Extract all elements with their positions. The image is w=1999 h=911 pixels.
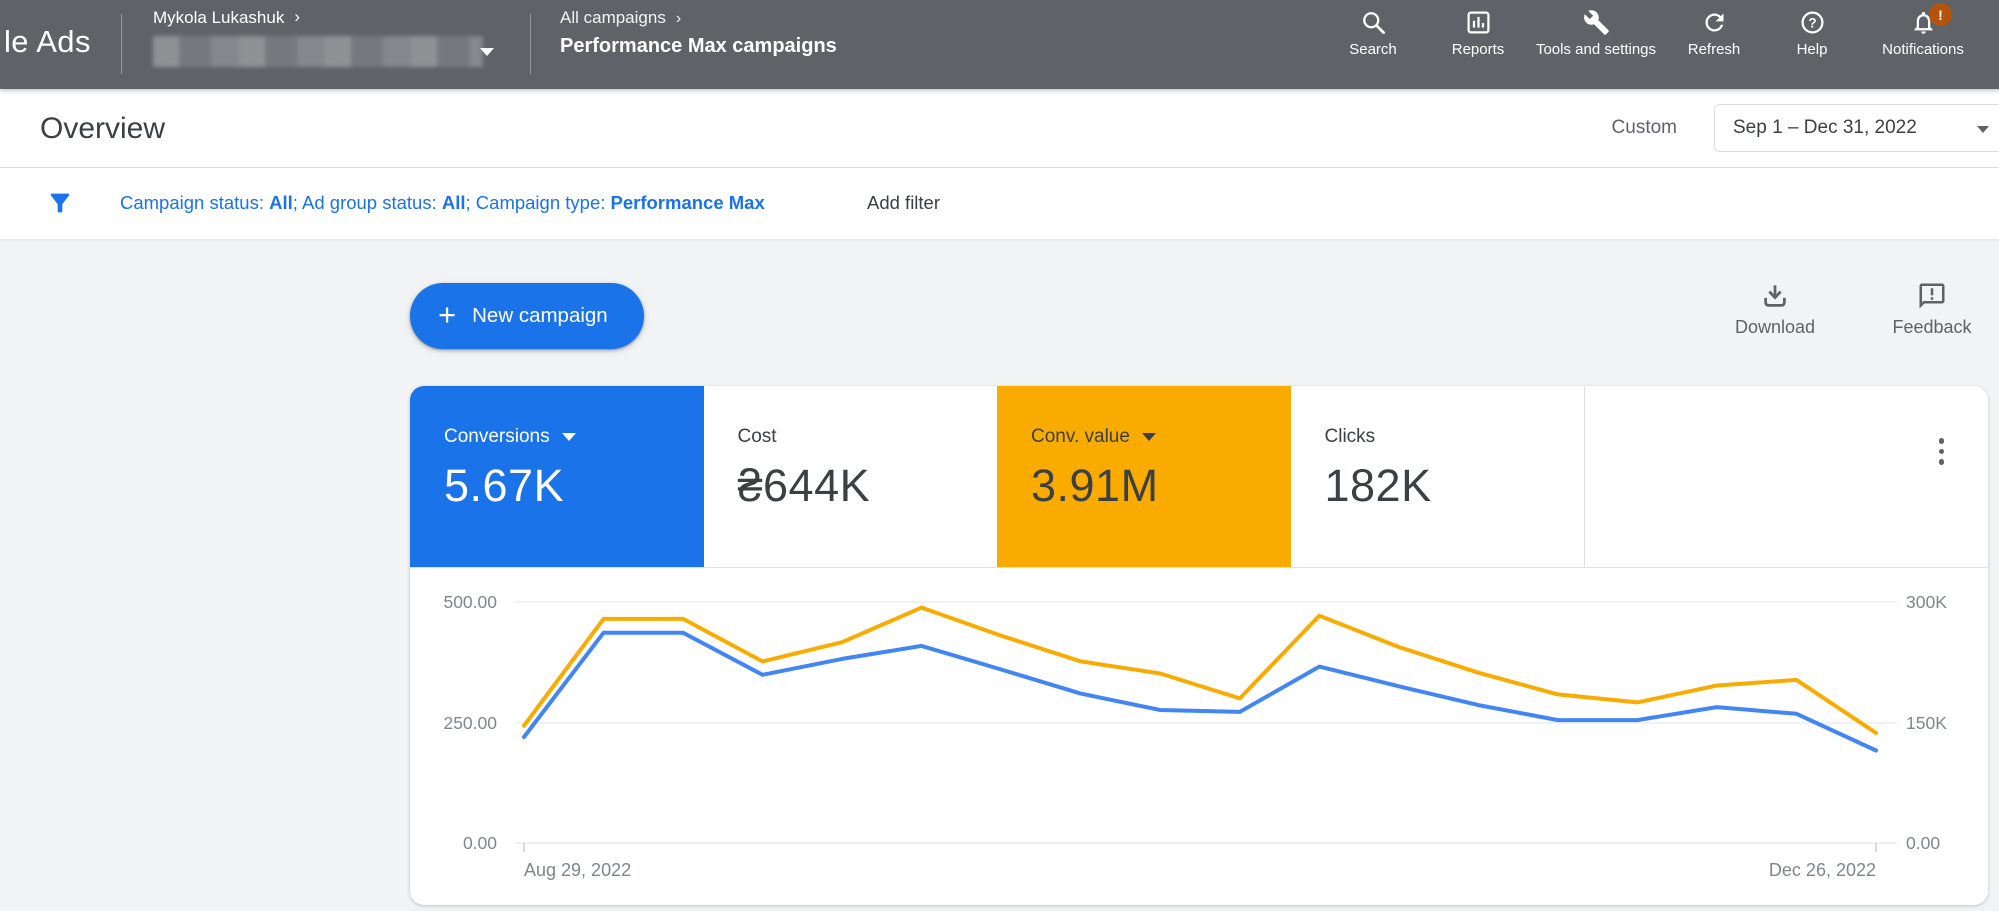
nav-label: Help [1796, 41, 1828, 58]
overview-chart-panel: Conversions 5.67K Cost ₴644K Conv. value… [410, 386, 1988, 905]
chevron-down-icon [480, 48, 494, 56]
filter-bar: Campaign status: All; Ad group status: A… [0, 168, 1999, 240]
chevron-down-icon [1141, 433, 1156, 441]
reports-icon [1466, 11, 1490, 34]
notification-badge: ! [1929, 3, 1952, 26]
right-axis-tick: 150K [1906, 713, 1947, 733]
breadcrumb-parent[interactable]: All campaigns [560, 8, 666, 27]
scorecard-label: Conversions [444, 426, 550, 447]
scorecard-value: 182K [1324, 460, 1432, 511]
scorecard-row: Conversions 5.67K Cost ₴644K Conv. value… [410, 386, 1988, 568]
applied-filters-summary[interactable]: Campaign status: All; Ad group status: A… [120, 192, 765, 214]
right-axis-tick: 300K [1906, 592, 1947, 612]
help-icon: ? [1800, 11, 1824, 34]
filter-segment: ; Campaign type: [465, 192, 611, 213]
feedback-icon [1919, 283, 1945, 309]
nav-reports[interactable]: Reports [1412, 9, 1544, 58]
date-range-picker[interactable]: Sep 1 – Dec 31, 2022 [1714, 104, 1999, 152]
svg-text:?: ? [1808, 15, 1816, 30]
chevron-right-icon: › [675, 10, 682, 27]
manager-account-name: Mykola Lukashuk [153, 8, 285, 27]
account-id-redacted [153, 36, 483, 67]
timeseries-chart: 500.00 250.00 0.00 300K 150K 0.00 Aug 29… [443, 592, 1947, 880]
series-line-conversions [522, 630, 1878, 753]
nav-notifications[interactable]: Notifications ! [1857, 3, 1989, 58]
nav-label: Refresh [1687, 41, 1741, 58]
plus-icon: + [438, 296, 457, 332]
chart-gridlines [515, 601, 1897, 852]
feedback-label: Feedback [1892, 317, 1972, 337]
nav-help[interactable]: ? Help [1746, 9, 1878, 58]
wrench-icon [1583, 10, 1609, 35]
search-icon [1362, 12, 1385, 34]
filter-segment-bold: All [441, 192, 466, 213]
scorecard-label: Cost [737, 426, 777, 447]
scorecard-label: Conv. value [1031, 426, 1130, 447]
card-divider [1584, 386, 1585, 568]
nav-refresh[interactable]: Refresh [1648, 9, 1780, 58]
scorecard-value: 5.67K [444, 460, 565, 511]
panel-overflow-menu-button[interactable] [1935, 434, 1949, 469]
download-label: Download [1734, 317, 1816, 337]
right-axis-tick: 0.00 [1906, 833, 1940, 853]
scorecard-conv-value[interactable]: Conv. value 3.91M [997, 386, 1291, 567]
nav-label: Reports [1451, 41, 1505, 58]
scorecard-cost[interactable]: Cost ₴644K [703, 386, 997, 567]
page-header: Overview Custom Sep 1 – Dec 31, 2022 [0, 89, 1999, 168]
scorecard-value: ₴644K [737, 460, 871, 511]
nav-label: Notifications [1882, 41, 1964, 58]
topbar-divider [121, 14, 122, 74]
chevron-down-icon [561, 433, 576, 441]
filter-segment-bold: All [269, 192, 293, 213]
chevron-down-icon [1977, 126, 1989, 133]
date-mode-label: Custom [1611, 117, 1677, 138]
google-ads-logo[interactable]: le Ads [4, 24, 91, 59]
refresh-icon [1705, 13, 1723, 32]
topbar-divider [530, 14, 531, 74]
left-axis-tick: 250.00 [443, 713, 497, 733]
breadcrumb[interactable]: All campaigns › Performance Max campaigns [560, 8, 837, 58]
x-axis-label-end: Dec 26, 2022 [1769, 860, 1876, 880]
filter-segment: Campaign status: [120, 192, 270, 213]
left-axis-tick: 500.00 [443, 592, 497, 612]
scorecard-label: Clicks [1324, 426, 1376, 447]
download-icon [1764, 285, 1786, 307]
left-axis-tick: 0.00 [463, 833, 497, 853]
top-app-bar: le Ads Mykola Lukashuk › All campaigns › P… [0, 0, 1999, 89]
bell-icon [1914, 11, 1932, 34]
x-axis-label-start: Aug 29, 2022 [524, 860, 631, 880]
filter-segment: ; Ad group status: [292, 192, 442, 213]
series-line-conv-value [522, 605, 1878, 735]
scorecard-conversions[interactable]: Conversions 5.67K [410, 386, 704, 567]
chevron-right-icon: › [294, 7, 301, 26]
feedback-button[interactable]: Feedback [1862, 281, 1999, 357]
nav-search[interactable]: Search [1307, 9, 1439, 58]
date-range-value: Sep 1 – Dec 31, 2022 [1733, 117, 1917, 138]
new-campaign-label: New campaign [472, 304, 608, 327]
add-filter-button[interactable]: Add filter [867, 192, 941, 213]
account-selector[interactable]: Mykola Lukashuk › [153, 7, 513, 80]
nav-label: Search [1349, 41, 1397, 58]
page-title: Overview [40, 112, 166, 145]
filter-funnel-icon [50, 193, 70, 213]
new-campaign-button[interactable]: + New campaign [410, 283, 644, 349]
nav-tools-and-settings[interactable]: Tools and settings [1530, 9, 1662, 58]
chart-series [522, 605, 1878, 753]
nav-label: Tools and settings [1535, 41, 1657, 58]
scorecard-clicks[interactable]: Clicks 182K [1290, 386, 1584, 567]
breadcrumb-current: Performance Max campaigns [560, 35, 837, 57]
scorecard-value: 3.91M [1031, 460, 1159, 511]
download-button[interactable]: Download [1705, 281, 1845, 357]
filter-segment-bold: Performance Max [610, 192, 765, 213]
